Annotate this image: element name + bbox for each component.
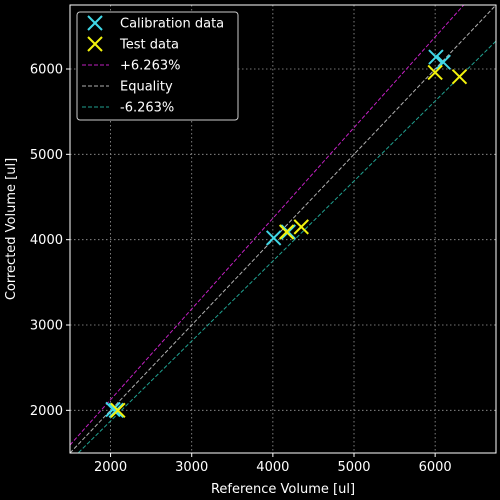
- line-6-263: [70, 5, 465, 446]
- calibration-point: [280, 224, 296, 240]
- y-tick-label: 4000: [30, 233, 63, 248]
- test-point: [427, 64, 443, 81]
- x-tick-label: 2000: [94, 460, 127, 475]
- test-point: [451, 68, 468, 85]
- calibration-point: [265, 230, 282, 246]
- legend-marker: [87, 36, 103, 52]
- legend-label: -6.263%: [120, 101, 174, 116]
- calibration-point: [435, 54, 451, 70]
- axis-ticks: 2000 3000 4000 5000 6000 2000 3000 4000 5000 6000: [30, 63, 452, 476]
- calibration-point: [105, 401, 121, 418]
- legend: Calibration data Test data +6.263% Equality…: [76, 11, 239, 121]
- y-tick-label: 3000: [30, 319, 63, 334]
- test-point: [278, 224, 295, 240]
- legend-label: +6.263%: [120, 59, 180, 74]
- legend-label: Test data: [119, 38, 179, 53]
- plot-frame: [69, 4, 497, 454]
- x-axis-label: Reference Volume [ul]: [211, 482, 355, 497]
- legend-label: Equality: [120, 80, 173, 95]
- legend-entry: Calibration data: [87, 15, 224, 32]
- x-tick-label: 4000: [256, 460, 289, 475]
- grid-lines: [70, 5, 496, 453]
- y-tick-label: 5000: [30, 148, 63, 163]
- legend-entry: +6.263%: [82, 59, 180, 74]
- x-tick-label: 3000: [175, 460, 208, 475]
- x-tick-label: 6000: [419, 460, 452, 475]
- calibration-point: [108, 402, 124, 419]
- test-point: [293, 219, 309, 235]
- y-axis-label: Corrected Volume [ul]: [4, 158, 19, 300]
- y-tick-label: 2000: [30, 404, 63, 419]
- legend-entry: Equality: [82, 80, 173, 95]
- line-6-263: [77, 40, 496, 453]
- legend-box: [76, 11, 239, 121]
- y-tick-label: 6000: [30, 63, 63, 78]
- calibration-point: [428, 49, 444, 65]
- legend-entry: -6.263%: [82, 101, 174, 116]
- legend-entry: Test data: [87, 36, 179, 53]
- test-point: [110, 402, 126, 419]
- data-points: [105, 49, 468, 419]
- x-tick-label: 5000: [337, 460, 370, 475]
- legend-marker: [87, 15, 103, 31]
- legend-label: Calibration data: [120, 17, 224, 32]
